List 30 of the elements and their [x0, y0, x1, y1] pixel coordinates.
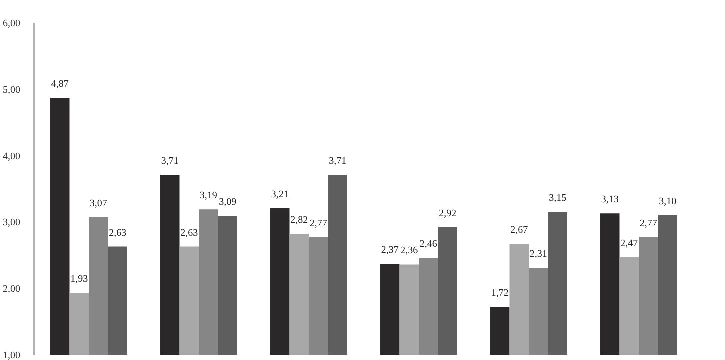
data-label: 4,87: [51, 79, 69, 90]
y-tick-label: 2,00: [3, 284, 20, 296]
data-label: 2,63: [109, 228, 127, 239]
y-tick-label: 4,00: [3, 151, 20, 162]
y-tick-label: 6,00: [3, 18, 20, 30]
data-label: 3,13: [601, 194, 619, 206]
data-label: 2,77: [640, 218, 658, 230]
data-label: 2,63: [180, 228, 198, 239]
y-tick-label: 1,00: [3, 350, 20, 360]
y-tick-label: 3,00: [3, 218, 20, 229]
data-label: 2,46: [420, 239, 438, 250]
data-label: 3,09: [219, 197, 237, 208]
data-label: 3,21: [271, 189, 289, 200]
y-tick-label: 5,00: [3, 84, 20, 96]
data-label: 3,15: [549, 193, 567, 204]
data-label: 2,31: [530, 249, 548, 260]
data-label: 3,19: [200, 190, 218, 202]
data-label: 1,72: [491, 288, 509, 300]
data-label: 3,71: [161, 156, 179, 168]
data-label: 2,82: [290, 215, 308, 226]
data-label: 3,07: [90, 198, 108, 210]
data-label: 2,37: [381, 245, 399, 256]
data-label: 2,67: [510, 225, 528, 236]
data-label: 2,77: [310, 218, 328, 230]
data-label: 2,47: [620, 238, 638, 250]
data-label: 2,92: [439, 208, 457, 220]
data-label: 3,71: [329, 156, 347, 168]
data-label: 1,93: [70, 274, 88, 286]
data-label: 3,10: [659, 196, 677, 208]
data-label: 2,36: [400, 246, 418, 257]
